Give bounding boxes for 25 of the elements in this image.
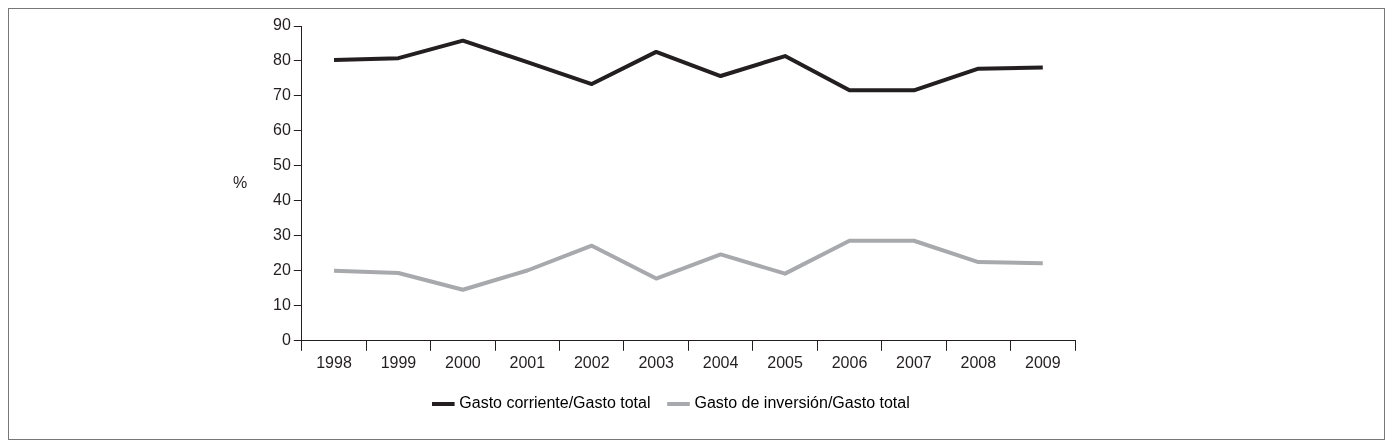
x-tick-label: 2001	[509, 353, 546, 371]
x-tick-label: 1999	[380, 353, 417, 371]
x-tick-label: 1998	[316, 353, 352, 371]
legend-label: Gasto corriente/Gasto total	[459, 394, 651, 412]
y-tick-label: 80	[273, 51, 291, 69]
y-tick-label: 60	[273, 121, 291, 139]
legend-label: Gasto de inversión/Gasto total	[694, 394, 910, 412]
x-tick-label: 2009	[1024, 353, 1061, 371]
x-tick-label: 2005	[767, 353, 803, 371]
y-axis-title: %	[232, 173, 248, 191]
y-tick-label: 10	[273, 296, 291, 314]
x-tick-label: 2007	[896, 353, 932, 371]
y-tick-label: 20	[273, 261, 291, 279]
x-tick-label: 2003	[638, 353, 675, 371]
y-tick-label: 0	[281, 331, 291, 349]
y-tick-label: 70	[273, 86, 291, 104]
y-tick-label: 90	[273, 16, 291, 34]
y-tick-label: 40	[273, 191, 291, 209]
x-tick-label: 2000	[445, 353, 481, 371]
x-tick-label: 2004	[702, 353, 739, 371]
x-tick-label: 2002	[573, 353, 610, 371]
x-tick-label: 2006	[831, 353, 868, 371]
x-tick-label: 2008	[960, 353, 997, 371]
y-tick-label: 30	[273, 226, 291, 244]
y-tick-label: 50	[273, 156, 291, 174]
